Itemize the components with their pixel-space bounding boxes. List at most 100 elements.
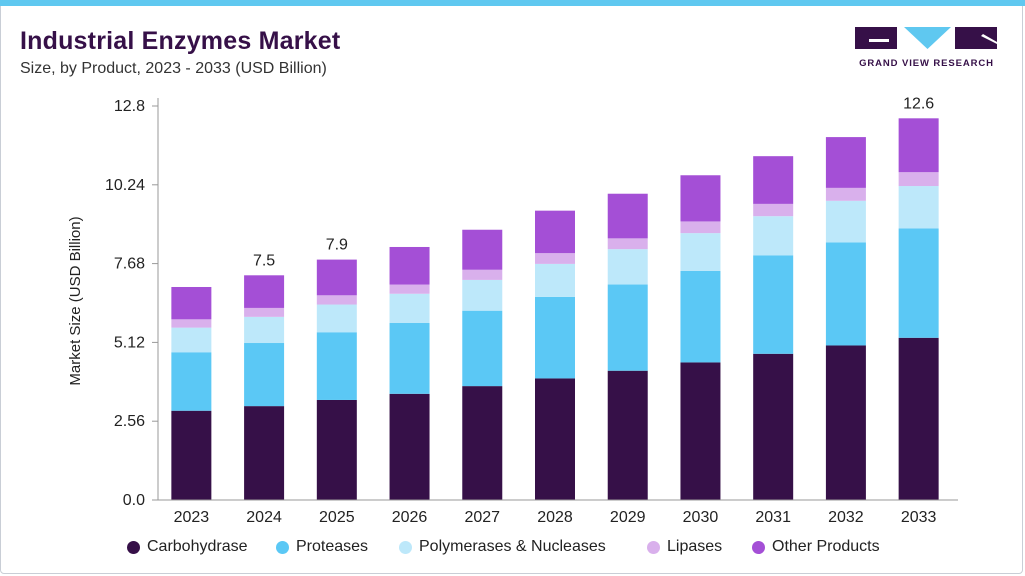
bar-segment-polymerases-nucleases-2030	[680, 233, 721, 271]
bar-segment-other-products-2028	[535, 210, 575, 254]
logo-block-right	[955, 27, 997, 49]
bar-segment-carbohydrase-2028	[535, 378, 575, 500]
data-labels: 7.5 7.9 12.6	[253, 95, 934, 269]
bar-segment-carbohydrase-2031	[753, 353, 794, 500]
bar-segment-polymerases-nucleases-2026	[389, 293, 430, 324]
bar-segment-proteases-2026	[389, 323, 430, 394]
bar-segment-polymerases-nucleases-2024	[244, 316, 285, 344]
bar-segment-other-products-2024	[244, 275, 285, 308]
bar-stack-2026	[389, 246, 430, 500]
bar-segment-carbohydrase-2025	[316, 399, 357, 500]
y-tick-label: 7.68	[114, 256, 145, 273]
bar-segment-other-products-2033	[898, 118, 939, 173]
bar-segment-carbohydrase-2023	[171, 410, 212, 500]
bar-segment-carbohydrase-2033	[898, 337, 939, 500]
logo-text: GRAND VIEW RESEARCH	[859, 58, 994, 69]
bar-segment-carbohydrase-2029	[607, 370, 648, 500]
y-tick-label: 5.12	[114, 334, 145, 351]
bar-stack-2024	[244, 275, 285, 500]
bar-segment-other-products-2027	[462, 229, 503, 270]
y-tick-label: 0.0	[123, 492, 145, 509]
bar-stack-2027	[462, 229, 503, 500]
legend-swatch	[127, 541, 140, 554]
top-accent-bar	[0, 0, 1025, 6]
grand-view-research-logo	[855, 27, 997, 49]
x-axis: 2023 2024 2025 2026 2027 2028 2029 2030 2031 2032…	[158, 499, 958, 526]
bar-segment-polymerases-nucleases-2033	[898, 186, 939, 229]
y-tick-label: 2.56	[114, 413, 145, 430]
legend-label: Polymerases & Nucleases	[419, 538, 606, 555]
bar-segment-other-products-2026	[389, 246, 430, 285]
bar-segment-other-products-2023	[171, 286, 212, 320]
bar-stack-2032	[825, 137, 866, 500]
bar-segment-proteases-2023	[171, 352, 212, 411]
bar-segment-lipases-2026	[389, 284, 430, 294]
chart-legend: Carbohydrase Proteases Polymerases & Nucle…	[0, 537, 1025, 559]
bar-segment-polymerases-nucleases-2029	[607, 249, 648, 285]
bar-segment-carbohydrase-2030	[680, 362, 721, 500]
bar-segment-lipases-2029	[607, 238, 648, 250]
bar-segment-polymerases-nucleases-2028	[535, 263, 575, 297]
bar-segment-lipases-2024	[244, 307, 285, 317]
bar-segment-carbohydrase-2024	[244, 406, 285, 500]
bar-stack-2025	[316, 259, 357, 500]
legend-swatch	[752, 541, 765, 554]
bar-segment-proteases-2030	[680, 270, 721, 363]
bar-segment-polymerases-nucleases-2032	[825, 200, 866, 243]
legend-label: Lipases	[667, 538, 723, 555]
x-tick-label: 2027	[464, 509, 500, 526]
legend-label: Other Products	[772, 538, 880, 555]
data-label-2033: 12.6	[903, 95, 934, 112]
logo-block-right-cut	[981, 34, 997, 44]
bar-segment-lipases-2028	[535, 253, 575, 264]
bar-stack-2028	[535, 210, 575, 500]
bar-segment-lipases-2032	[825, 187, 866, 201]
x-tick-label: 2032	[828, 509, 864, 526]
legend-swatch	[399, 541, 412, 554]
bar-stack-2029	[607, 193, 648, 500]
bar-segment-other-products-2030	[680, 175, 721, 222]
bar-stack-2030	[680, 175, 721, 500]
bar-stack-2023	[171, 286, 212, 500]
bar-segment-carbohydrase-2032	[825, 345, 866, 500]
chart-title: Industrial Enzymes Market	[20, 27, 341, 55]
x-tick-label: 2028	[537, 509, 573, 526]
bar-segment-lipases-2033	[898, 172, 939, 187]
bar-segment-other-products-2025	[316, 259, 357, 296]
bar-segment-proteases-2032	[825, 242, 866, 346]
legend-swatch	[276, 541, 289, 554]
y-axis: 0.0 2.56 5.12 7.68 10.24 12.8 Market Size (USD…	[67, 98, 159, 509]
legend-label: Proteases	[296, 538, 369, 555]
x-tick-label: 2030	[683, 509, 719, 526]
bar-segment-proteases-2025	[316, 332, 357, 400]
x-tick-label: 2026	[392, 509, 428, 526]
x-tick-label: 2023	[174, 509, 210, 526]
x-tick-label: 2029	[610, 509, 646, 526]
bars	[171, 118, 939, 500]
bar-segment-lipases-2031	[753, 203, 794, 217]
legend-swatch	[647, 541, 660, 554]
logo-triangle	[904, 27, 951, 49]
x-tick-label: 2025	[319, 509, 355, 526]
bar-segment-polymerases-nucleases-2025	[316, 304, 357, 333]
y-axis-title: Market Size (USD Billion)	[67, 216, 84, 385]
bar-segment-proteases-2024	[244, 343, 285, 407]
bar-segment-lipases-2023	[171, 319, 212, 328]
logo-block-left-notch	[869, 39, 889, 42]
bar-segment-polymerases-nucleases-2023	[171, 327, 212, 353]
data-label-2024: 7.5	[253, 252, 275, 269]
bar-segment-proteases-2033	[898, 228, 939, 338]
data-label-2025: 7.9	[326, 237, 348, 254]
legend-label: Carbohydrase	[147, 538, 248, 555]
bar-segment-proteases-2031	[753, 255, 794, 354]
x-tick-label: 2031	[755, 509, 791, 526]
y-tick-label: 12.8	[114, 98, 145, 115]
bar-segment-other-products-2031	[753, 156, 794, 204]
bar-segment-proteases-2029	[607, 284, 648, 371]
bar-segment-other-products-2032	[825, 137, 866, 188]
bar-segment-lipases-2030	[680, 221, 721, 234]
bar-segment-lipases-2025	[316, 295, 357, 305]
logo-block-left	[855, 27, 897, 49]
bar-segment-proteases-2027	[462, 310, 503, 387]
